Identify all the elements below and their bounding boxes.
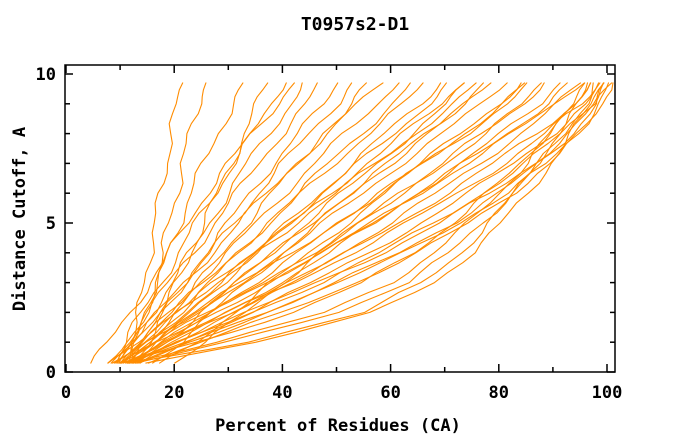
model-curve	[145, 82, 605, 364]
model-curve	[152, 82, 492, 364]
model-curve	[131, 82, 582, 364]
model-curve	[128, 82, 367, 364]
model-curve	[125, 82, 591, 364]
model-curve	[121, 82, 447, 364]
model-curve	[110, 82, 384, 364]
model-curves-layer	[90, 82, 614, 364]
model-curve	[113, 82, 424, 364]
model-curve	[107, 82, 477, 364]
model-curve	[118, 82, 353, 364]
x-tick-label: 0	[61, 383, 71, 403]
x-axis-label: Percent of Residues (CA)	[215, 416, 461, 436]
model-curve	[128, 82, 610, 364]
model-curve	[119, 82, 586, 364]
chart-title: T0957s2-D1	[301, 14, 409, 35]
model-curve	[147, 82, 614, 364]
y-tick-label: 10	[36, 65, 56, 85]
model-curve	[120, 82, 568, 364]
model-curve	[120, 82, 465, 364]
model-curve	[122, 82, 601, 364]
model-curve	[90, 82, 295, 364]
model-curve	[134, 82, 269, 364]
x-tick-label: 80	[489, 383, 509, 403]
model-curve	[120, 82, 411, 364]
model-curve	[139, 82, 561, 364]
model-curve	[120, 82, 508, 364]
y-tick-label: 5	[46, 214, 56, 234]
axis-ticks-layer	[65, 65, 615, 373]
plot-border	[64, 64, 616, 373]
y-axis-label: Distance Cutoff, A	[10, 127, 30, 311]
model-curve	[128, 82, 184, 364]
model-curve	[137, 82, 605, 364]
model-curve	[130, 82, 522, 364]
model-curve	[118, 82, 585, 364]
model-curve	[107, 82, 318, 364]
model-curve	[159, 82, 526, 364]
model-curve	[174, 82, 545, 364]
model-curve	[128, 82, 592, 364]
axis-tick-labels-layer: 0 20 40 60 80 100 0 5 10	[36, 65, 623, 403]
model-curve	[115, 82, 287, 364]
y-tick-label: 0	[46, 363, 56, 383]
x-tick-label: 20	[164, 383, 184, 403]
model-curve	[119, 82, 400, 364]
model-curve	[116, 82, 244, 364]
x-tick-label: 60	[380, 383, 400, 403]
model-curve	[135, 82, 594, 364]
x-tick-label: 40	[272, 383, 292, 403]
model-curve	[111, 82, 528, 364]
x-tick-label: 100	[592, 383, 623, 403]
model-curve	[133, 82, 442, 364]
